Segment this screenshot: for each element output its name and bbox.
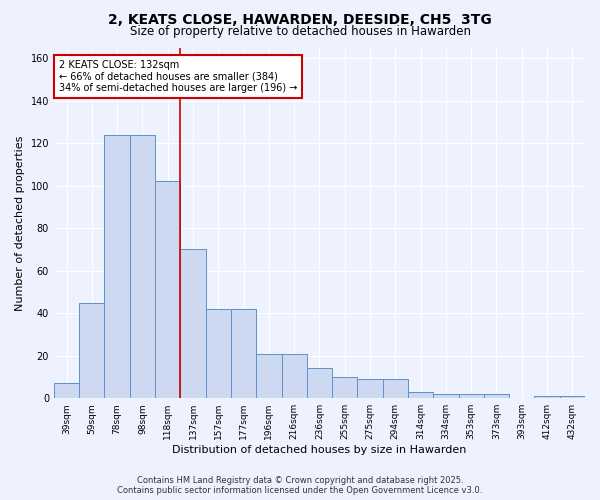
X-axis label: Distribution of detached houses by size in Hawarden: Distribution of detached houses by size … bbox=[172, 445, 467, 455]
Bar bbox=[307, 368, 332, 398]
Bar bbox=[358, 379, 383, 398]
Text: Contains HM Land Registry data © Crown copyright and database right 2025.
Contai: Contains HM Land Registry data © Crown c… bbox=[118, 476, 482, 495]
Bar bbox=[181, 250, 206, 398]
Bar bbox=[433, 394, 458, 398]
Text: Size of property relative to detached houses in Hawarden: Size of property relative to detached ho… bbox=[130, 25, 470, 38]
Bar bbox=[130, 134, 155, 398]
Bar bbox=[155, 182, 181, 398]
Bar bbox=[383, 379, 408, 398]
Text: 2 KEATS CLOSE: 132sqm
← 66% of detached houses are smaller (384)
34% of semi-det: 2 KEATS CLOSE: 132sqm ← 66% of detached … bbox=[59, 60, 298, 93]
Bar bbox=[332, 377, 358, 398]
Bar bbox=[281, 354, 307, 398]
Bar bbox=[458, 394, 484, 398]
Bar bbox=[54, 384, 79, 398]
Bar bbox=[231, 309, 256, 398]
Bar bbox=[535, 396, 560, 398]
Bar bbox=[256, 354, 281, 398]
Bar bbox=[560, 396, 585, 398]
Y-axis label: Number of detached properties: Number of detached properties bbox=[15, 135, 25, 310]
Bar bbox=[206, 309, 231, 398]
Text: 2, KEATS CLOSE, HAWARDEN, DEESIDE, CH5  3TG: 2, KEATS CLOSE, HAWARDEN, DEESIDE, CH5 3… bbox=[108, 12, 492, 26]
Bar bbox=[408, 392, 433, 398]
Bar bbox=[79, 302, 104, 398]
Bar bbox=[104, 134, 130, 398]
Bar bbox=[484, 394, 509, 398]
